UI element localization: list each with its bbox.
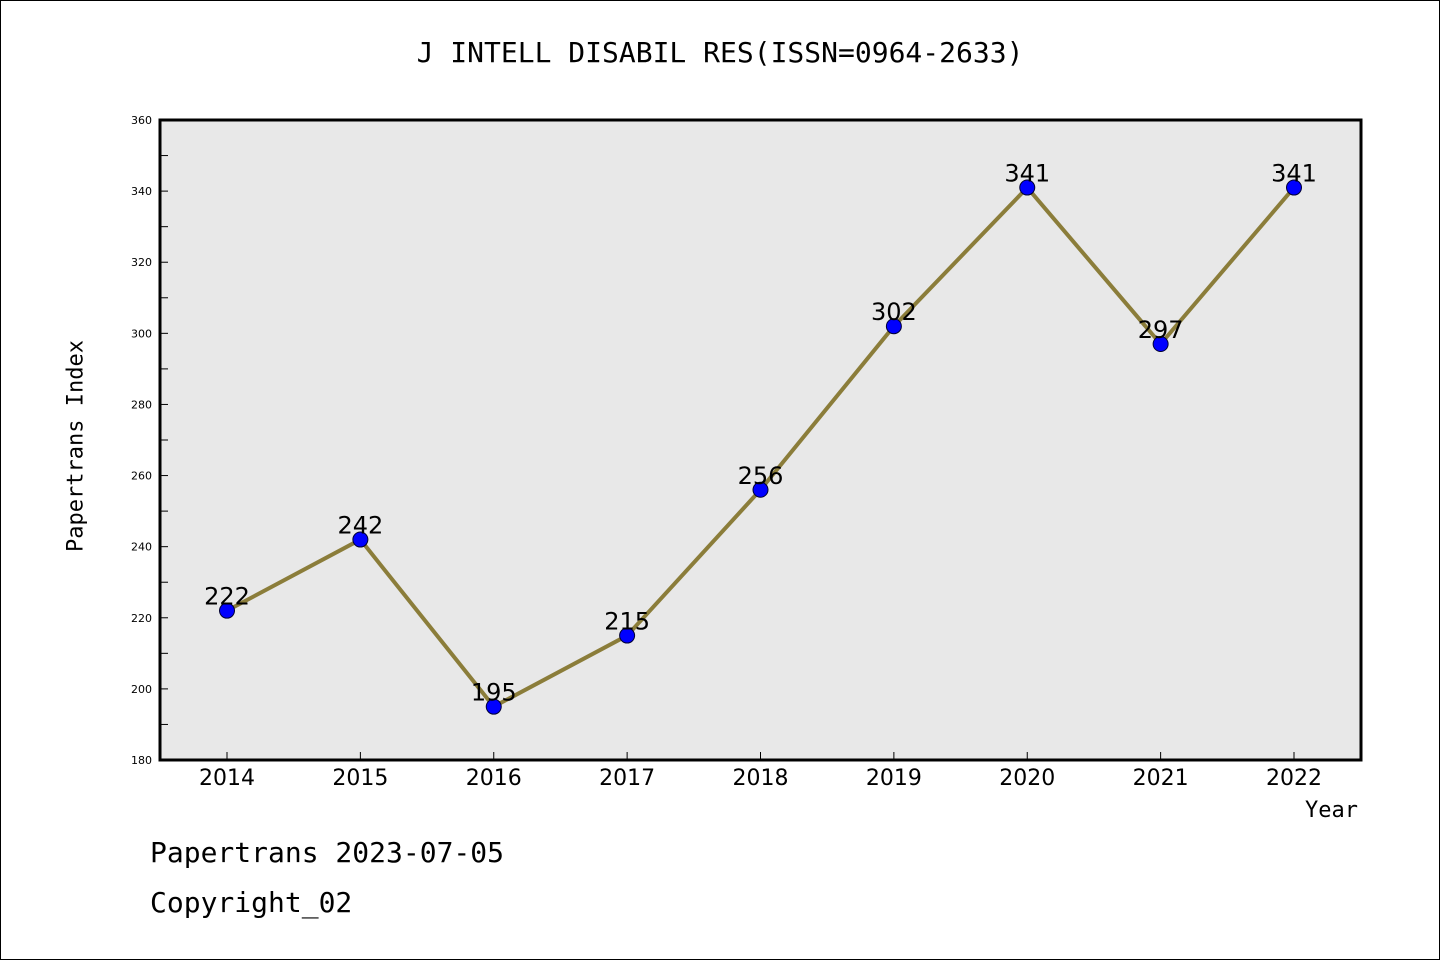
data-point	[1152, 336, 1169, 352]
y-tick-label: 320	[131, 256, 152, 269]
data-label: 242	[337, 512, 383, 540]
data-point	[885, 318, 902, 335]
data-label: 341	[1004, 160, 1050, 188]
x-axis-label: Year	[1305, 798, 1358, 823]
x-tick-label: 2022	[1266, 766, 1322, 791]
data-label: 302	[871, 298, 917, 326]
x-tick-label: 2016	[466, 766, 522, 791]
x-tick-label: 2018	[733, 766, 789, 791]
data-point	[219, 602, 235, 619]
y-tick-label: 280	[131, 398, 152, 411]
y-tick-label: 360	[131, 114, 152, 127]
x-tick-label: 2014	[199, 766, 255, 791]
data-label: 297	[1138, 316, 1184, 344]
data-point	[752, 481, 769, 498]
y-tick-label: 340	[131, 185, 152, 198]
x-tick-label: 2021	[1133, 766, 1189, 791]
data-label: 256	[738, 462, 784, 490]
data-label: 341	[1271, 160, 1317, 188]
y-tick-label: 300	[131, 327, 152, 340]
data-point	[1019, 179, 1036, 196]
data-label: 215	[604, 608, 650, 636]
x-tick-label: 2015	[332, 766, 388, 791]
x-tick-label: 2019	[866, 766, 922, 791]
data-label: 222	[204, 583, 250, 611]
y-tick-label: 220	[131, 612, 152, 625]
y-tick-label: 260	[131, 470, 152, 483]
x-tick-label: 2017	[599, 766, 655, 791]
y-tick-label: 200	[131, 683, 152, 696]
y-tick-label: 180	[131, 754, 152, 767]
data-label: 195	[471, 679, 517, 707]
x-tick-label: 2020	[999, 766, 1055, 791]
footer-copyright: Copyright_02	[150, 886, 353, 919]
data-point	[485, 698, 502, 715]
footer-date: Papertrans 2023-07-05	[150, 836, 505, 869]
y-tick-label: 240	[131, 541, 152, 554]
data-point	[352, 531, 369, 548]
plot-area	[160, 120, 1361, 760]
data-point	[1286, 179, 1302, 196]
plot-border	[158, 118, 1363, 762]
data-point	[619, 627, 636, 644]
chart-title: J INTELL DISABIL RES(ISSN=0964-2633)	[416, 36, 1024, 69]
